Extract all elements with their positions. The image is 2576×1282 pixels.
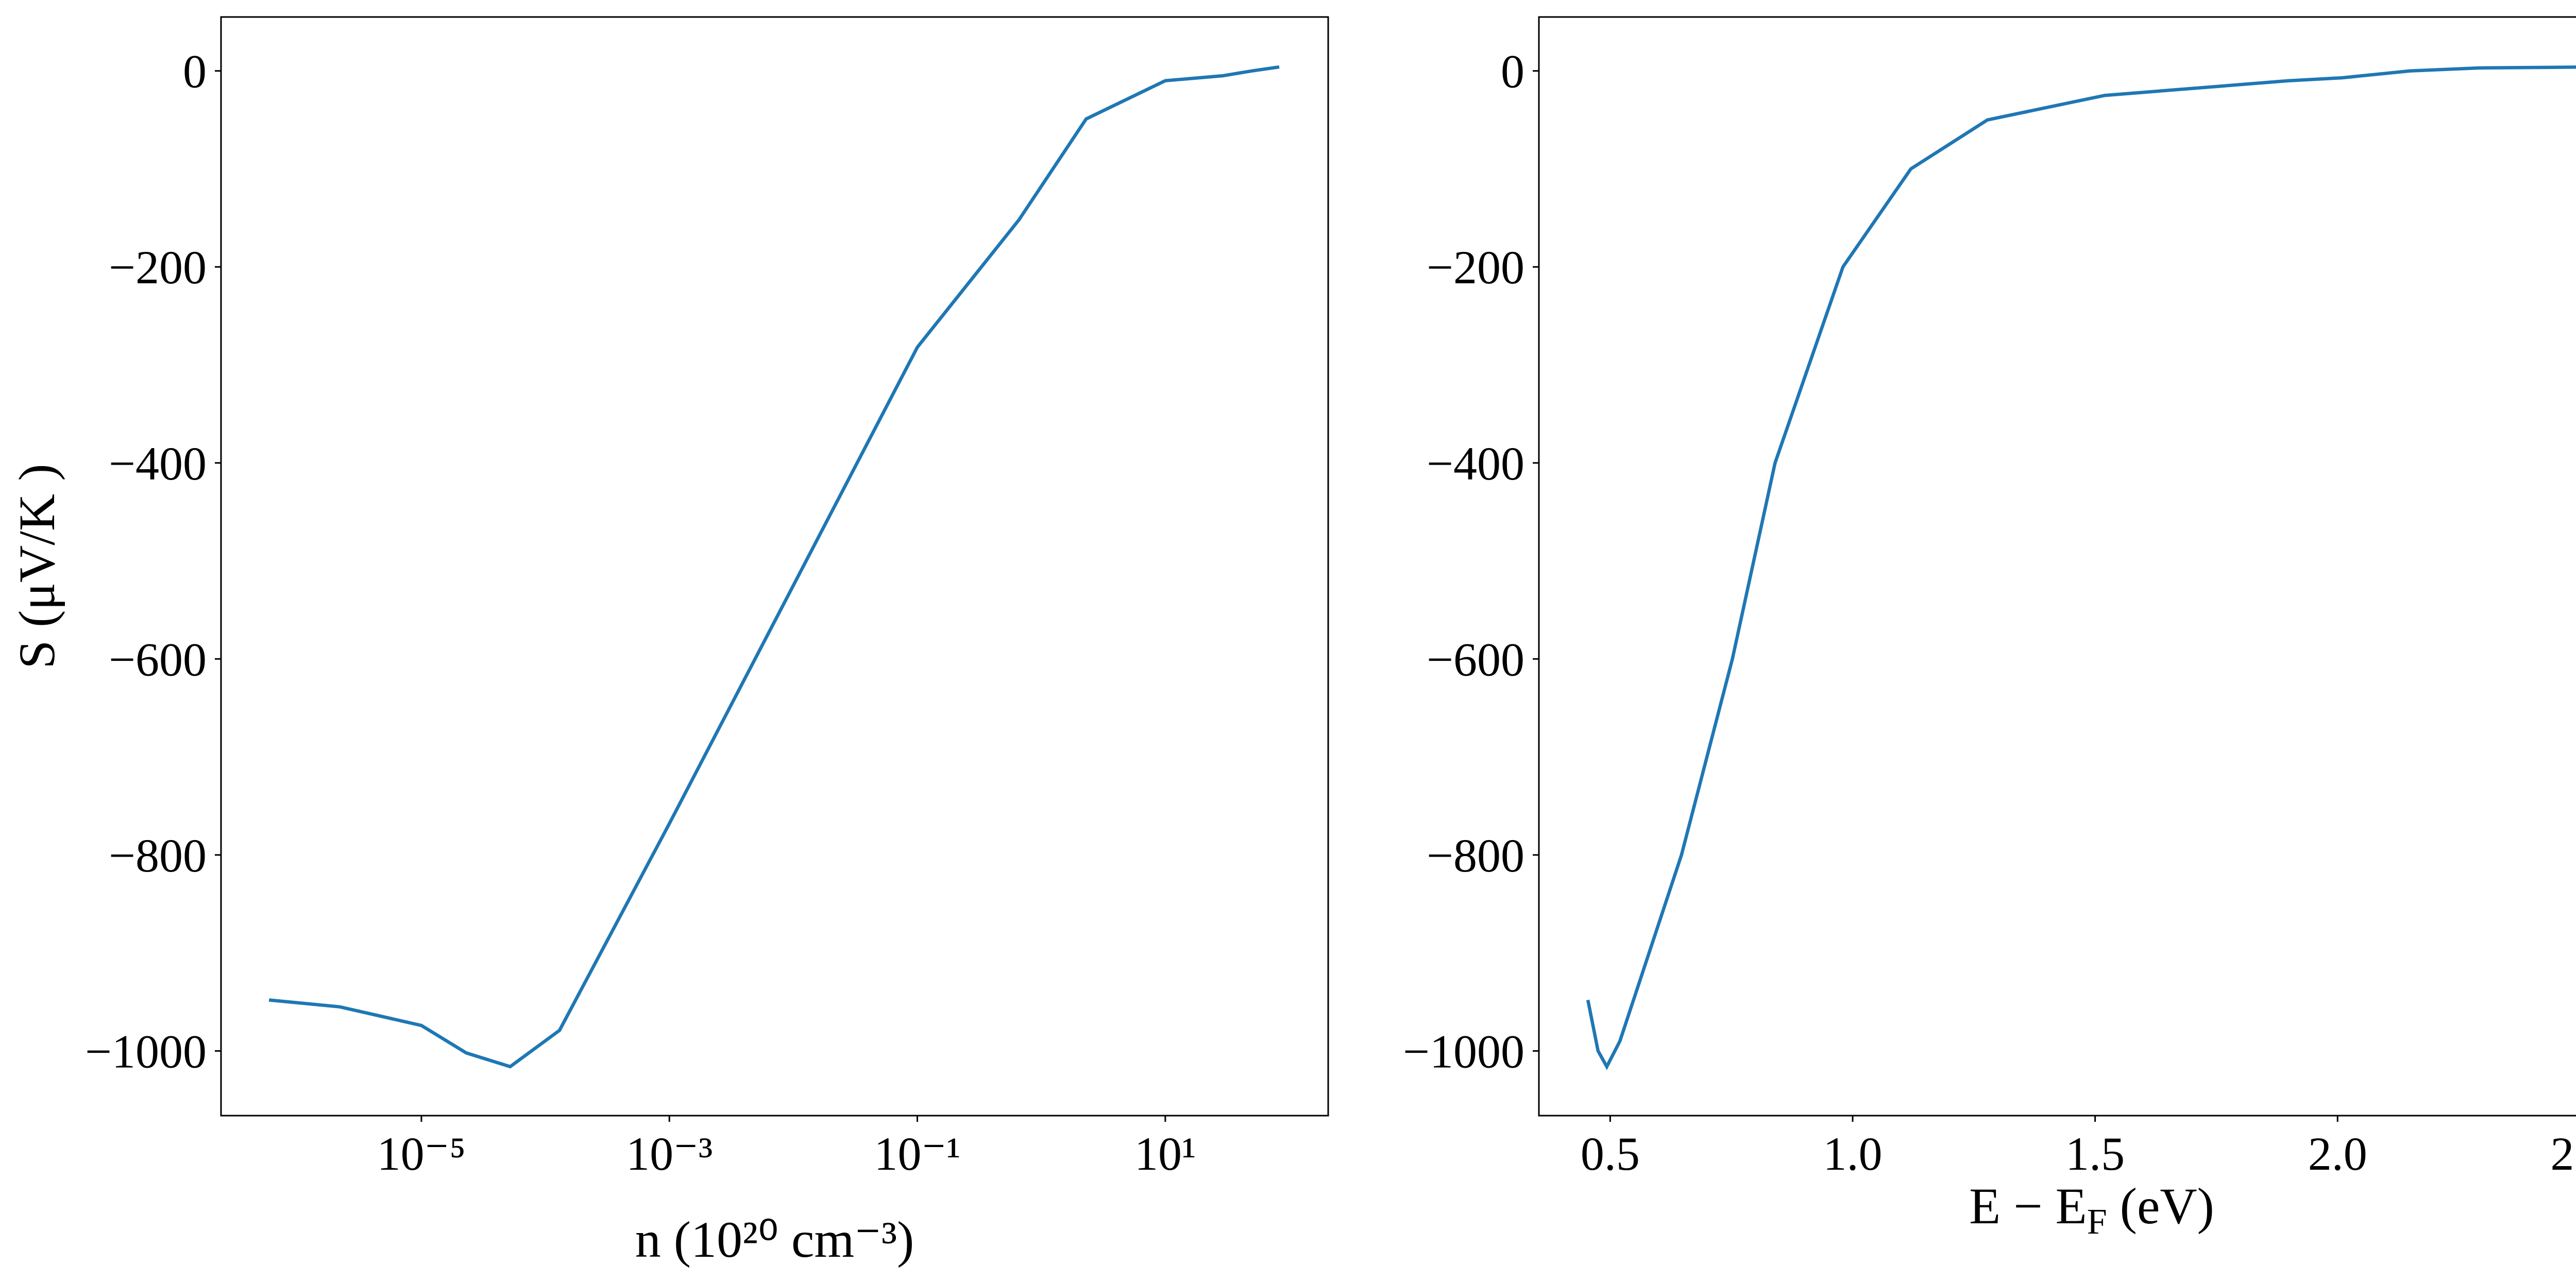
y-tick-label: −800 — [109, 829, 207, 882]
y-tick-label: −200 — [109, 241, 207, 294]
x-tick-label: 1.5 — [2065, 1127, 2125, 1180]
y-tick-label: −1000 — [1403, 1025, 1524, 1078]
plot: −1000 −800 −600 −400 −200 0 0.5 1.0 1.5 2.0 2.5 E −… — [1403, 16, 2576, 1242]
x-axis-label-part: (eV) — [2107, 1177, 2214, 1235]
x-tick-label: 10⁻¹ — [874, 1127, 960, 1180]
x-tick-label: 10⁻⁵ — [377, 1127, 466, 1180]
data-line — [1586, 65, 2576, 1070]
y-tick-label: 0 — [183, 45, 207, 98]
x-axis-label: E − EF (eV) — [1969, 1177, 2214, 1242]
axes-frame — [220, 16, 1329, 1117]
x-axis-label: n (10²⁰ cm⁻³) — [635, 1211, 914, 1268]
y-tick-label: −600 — [1427, 633, 1524, 686]
y-tick-label: −800 — [1427, 829, 1524, 882]
y-tick-label: −1000 — [85, 1025, 207, 1078]
x-tick-label: 10⁻³ — [626, 1127, 713, 1180]
y-axis-label: S (μV/K ) — [8, 464, 65, 669]
x-axis-label-part: E − E — [1969, 1177, 2087, 1235]
y-tick-label: −200 — [1427, 241, 1524, 294]
x-tick-label: 2.5 — [2550, 1127, 2576, 1180]
x-tick-label: 1.0 — [1823, 1127, 1882, 1180]
data-line — [268, 65, 1280, 1069]
y-tick-label: 0 — [1501, 45, 1524, 98]
x-tick-label: 10¹ — [1134, 1127, 1196, 1180]
x-axis-label-part: F — [2087, 1202, 2107, 1242]
plot: −1000 −800 −600 −400 −200 0 10⁻⁵ 10⁻³ 10⁻¹ 10¹ n (… — [8, 16, 1329, 1268]
y-tick-label: −400 — [1427, 437, 1524, 490]
y-tick-label: −600 — [109, 633, 207, 686]
y-tick-label: −400 — [109, 437, 207, 490]
x-tick-label: 2.0 — [2308, 1127, 2367, 1180]
x-tick-label: 0.5 — [1581, 1127, 1640, 1180]
axes-frame — [1538, 16, 2576, 1117]
